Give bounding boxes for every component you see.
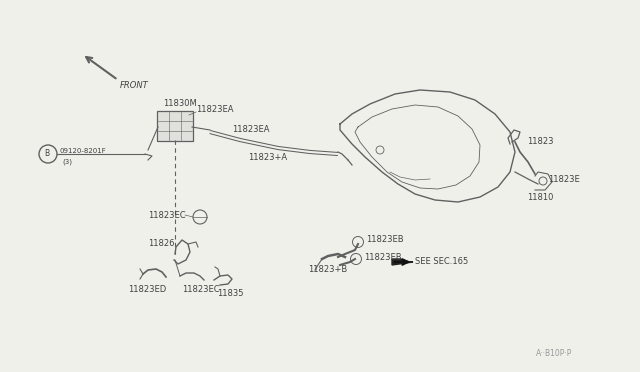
Text: 11810: 11810 xyxy=(527,193,554,202)
Text: 11823E: 11823E xyxy=(548,176,580,185)
Polygon shape xyxy=(392,259,413,265)
Text: 11835: 11835 xyxy=(217,289,243,298)
Text: 11823EA: 11823EA xyxy=(196,105,234,113)
Text: FRONT: FRONT xyxy=(120,81,148,90)
Text: 11823EC: 11823EC xyxy=(148,211,186,219)
Text: 11823ED: 11823ED xyxy=(128,285,166,294)
Text: 11823EA: 11823EA xyxy=(232,125,269,134)
Text: (3): (3) xyxy=(62,159,72,165)
Text: A··B10P·P: A··B10P·P xyxy=(536,350,572,359)
Text: 11823EC: 11823EC xyxy=(182,285,220,295)
Text: 11830M: 11830M xyxy=(163,99,196,108)
FancyBboxPatch shape xyxy=(157,111,193,141)
Text: 11823+A: 11823+A xyxy=(248,153,287,161)
Text: 11823EB: 11823EB xyxy=(366,235,404,244)
Text: 11823+B: 11823+B xyxy=(308,266,348,275)
Text: 11823EB: 11823EB xyxy=(364,253,402,262)
Text: 11826: 11826 xyxy=(148,240,175,248)
Text: SEE SEC.165: SEE SEC.165 xyxy=(415,257,468,266)
Text: 11823: 11823 xyxy=(527,138,554,147)
Text: B: B xyxy=(44,150,49,158)
Text: 09120-8201F: 09120-8201F xyxy=(59,148,106,154)
